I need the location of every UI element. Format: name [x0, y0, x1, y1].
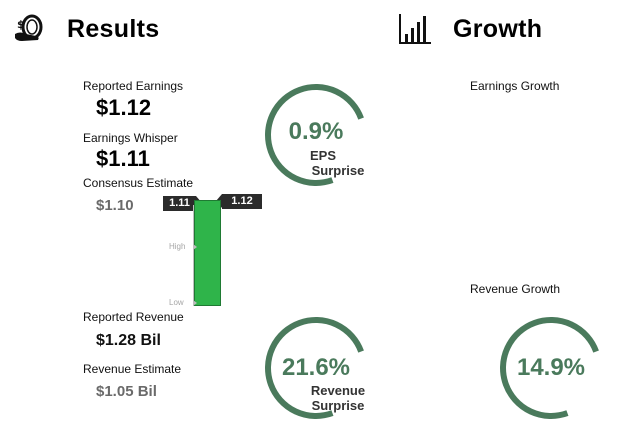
eps-surprise-percent: 0.9% [288, 118, 344, 145]
reported-tag: 1.12 [222, 194, 262, 209]
reported-revenue-value: $1.28 Bil [96, 332, 161, 349]
svg-text:$: $ [17, 18, 25, 31]
revenue-surprise-line2: Surprise [311, 398, 365, 413]
low-tick-arrow [193, 300, 197, 306]
earnings-growth-label: Earnings Growth [470, 79, 560, 93]
eps-surprise-gauge [265, 84, 364, 186]
revenue-surprise-percent: 21.6% [281, 354, 351, 381]
revenue-estimate-label: Revenue Estimate [83, 362, 182, 376]
reported-revenue-label: Reported Revenue [83, 310, 184, 324]
coin-hand-icon: $ [12, 14, 46, 44]
eps-surprise-line1: EPS [309, 148, 336, 163]
reported-earnings-value: $1.12 [96, 95, 152, 120]
growth-title: Growth [453, 15, 543, 43]
range-bar [194, 200, 221, 306]
revenue-growth-percent: 14.9% [516, 354, 586, 381]
earnings-whisper-label: Earnings Whisper [83, 131, 178, 145]
revenue-growth-label: Revenue Growth [470, 282, 561, 296]
eps-surprise-arc [265, 84, 364, 186]
revenue-surprise-line1: Revenue [310, 383, 366, 398]
high-tick-label: High [169, 242, 186, 251]
results-title: Results [67, 15, 160, 43]
whisper-tag: 1.11 [163, 196, 196, 211]
reported-earnings-label: Reported Earnings [83, 79, 184, 93]
bar-chart-icon [397, 12, 433, 46]
earnings-whisper-value: $1.11 [96, 146, 150, 171]
revenue-surprise-arc [265, 317, 364, 419]
revenue-surprise-gauge [265, 317, 364, 419]
range-axis [193, 205, 194, 306]
consensus-estimate-label: Consensus Estimate [83, 176, 194, 190]
consensus-estimate-value: $1.10 [96, 197, 134, 214]
revenue-estimate-value: $1.05 Bil [96, 383, 157, 400]
high-tick-arrow [193, 244, 197, 250]
revenue-growth-gauge [500, 317, 599, 419]
eps-surprise-line2: Surprise [311, 163, 365, 178]
low-tick-label: Low [169, 298, 184, 307]
revenue-growth-arc [500, 317, 599, 419]
